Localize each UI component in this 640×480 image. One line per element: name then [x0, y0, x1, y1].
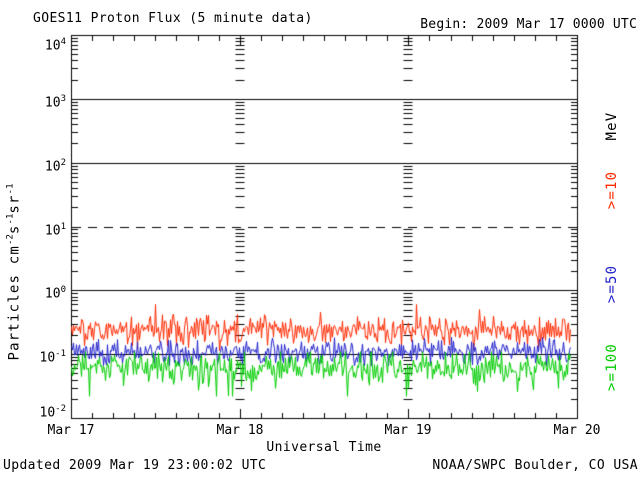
x-axis-title: Universal Time — [266, 440, 382, 455]
y-tick-label: 103 — [44, 94, 66, 111]
x-tick-label: Mar 19 — [384, 423, 432, 438]
footer-updated-text: Updated 2009 Mar 19 23:00:02 UTC — [3, 458, 267, 473]
legend-entry-gege100: >=100 — [604, 342, 620, 392]
y-axis-title: Particles cm-2s-1sr-1 — [5, 183, 23, 361]
x-tick-label: Mar 17 — [47, 423, 95, 438]
x-tick-label: Mar 18 — [216, 423, 264, 438]
y-tick-label: 101 — [44, 222, 66, 239]
y-tick-label: 10-2 — [39, 404, 67, 421]
y-tick-label: 10-1 — [39, 349, 67, 366]
y-tick-label: 104 — [44, 37, 66, 54]
y-tick-label: 102 — [44, 158, 66, 175]
begin-time-label: Begin: 2009 Mar 17 0000 UTC — [420, 17, 637, 32]
chart-title: GOES11 Proton Flux (5 minute data) — [33, 11, 313, 26]
legend-entry-gege50: >=50 — [604, 264, 620, 304]
x-tick-label: Mar 20 — [553, 423, 601, 438]
right-axis-unit-label: MeV — [604, 111, 620, 141]
legend-entry-gege10: >=10 — [604, 170, 620, 210]
y-tick-label: 100 — [44, 285, 66, 302]
footer-source-text: NOAA/SWPC Boulder, CO USA — [432, 458, 638, 473]
